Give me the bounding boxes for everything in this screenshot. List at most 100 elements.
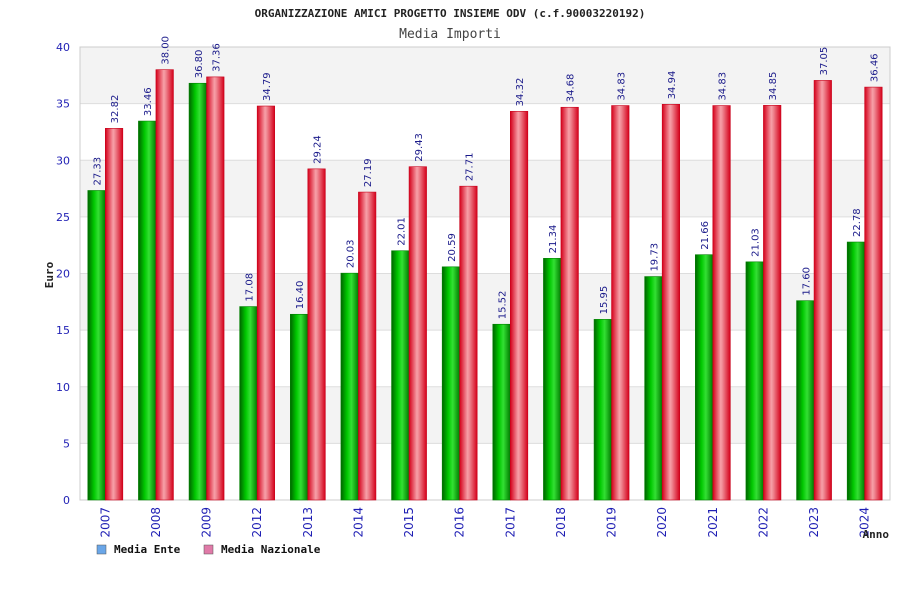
bar-media-nazionale (510, 111, 529, 501)
bar-media-ente (543, 258, 562, 501)
bar-media-ente (745, 261, 764, 501)
value-label-media-ente: 15.95 (599, 286, 610, 315)
x-tick-label: 2009 (200, 507, 214, 538)
bar-media-nazionale (206, 76, 225, 501)
x-tick-label: 2016 (453, 507, 467, 538)
value-label-media-nazionale: 34.94 (667, 71, 678, 100)
plot-frame (79, 46, 891, 501)
x-tick-label: 2019 (605, 507, 619, 538)
value-label-media-ente: 21.66 (700, 221, 711, 250)
bar-media-nazionale (155, 69, 174, 501)
bar-media-nazionale (864, 86, 883, 501)
value-label-media-ente: 17.08 (244, 273, 255, 302)
x-tick-label: 2018 (554, 507, 568, 538)
bar-media-nazionale (105, 128, 124, 501)
bar-media-ente (441, 266, 460, 501)
bar-media-nazionale (459, 185, 478, 501)
bar-media-ente (644, 276, 663, 501)
value-label-media-ente: 21.34 (548, 225, 559, 254)
bar-media-nazionale (813, 80, 832, 501)
bar-media-ente (796, 300, 815, 501)
value-label-media-nazionale: 34.85 (768, 72, 779, 101)
bar-media-ente (593, 319, 612, 501)
value-label-media-ente: 21.03 (751, 228, 762, 257)
x-tick-label: 2014 (351, 507, 365, 538)
value-label-media-nazionale: 38.00 (161, 36, 172, 65)
bar-media-ente (695, 254, 714, 501)
value-label-media-nazionale: 27.71 (464, 153, 475, 182)
x-tick-label: 2013 (301, 507, 315, 538)
x-tick-label: 2020 (655, 507, 669, 538)
legend-swatch-media-nazionale (203, 544, 214, 555)
x-tick-label: 2008 (149, 507, 163, 538)
value-label-media-nazionale: 36.46 (869, 53, 880, 82)
plot-area: 0 5 10 15 20 25 30 35 40 27.33 32.82 2007 33.46 38.00… (56, 36, 891, 538)
value-label-media-nazionale: 32.82 (110, 95, 121, 124)
y-tick-label: 5 (63, 437, 70, 450)
bar-media-nazionale (358, 191, 377, 501)
value-label-media-nazionale: 34.83 (616, 72, 627, 101)
x-tick-label: 2012 (250, 507, 264, 538)
y-tick-label: 0 (63, 494, 70, 507)
bar-media-nazionale (560, 106, 579, 501)
y-tick-label: 15 (56, 324, 70, 337)
value-label-media-nazionale: 37.36 (211, 43, 222, 72)
value-label-media-ente: 22.01 (396, 217, 407, 246)
value-label-media-nazionale: 34.79 (262, 72, 273, 101)
value-label-media-ente: 36.80 (194, 50, 205, 79)
bar-media-nazionale (307, 168, 326, 501)
bar-media-ente (846, 241, 865, 501)
value-label-media-ente: 16.40 (295, 281, 306, 310)
legend-label-media-nazionale: Media Nazionale (221, 543, 321, 556)
value-label-media-nazionale: 34.32 (515, 78, 526, 107)
value-label-media-nazionale: 34.68 (566, 74, 577, 103)
x-tick-label: 2007 (98, 507, 112, 538)
bar-media-nazionale (408, 166, 427, 501)
value-label-media-ente: 15.52 (498, 291, 509, 320)
bar-media-nazionale (712, 105, 731, 501)
legend-swatch-media-ente (96, 544, 107, 555)
value-label-media-nazionale: 37.05 (819, 47, 830, 76)
bar-media-nazionale (661, 104, 680, 501)
y-tick-label: 35 (56, 98, 70, 111)
bar-media-nazionale (763, 105, 782, 501)
x-tick-label: 2015 (402, 507, 416, 538)
x-tick-label: 2022 (756, 507, 770, 538)
value-label-media-ente: 33.46 (143, 87, 154, 116)
bar-media-ente (391, 250, 410, 501)
value-label-media-nazionale: 29.43 (414, 133, 425, 162)
y-tick-label: 30 (56, 154, 70, 167)
value-label-media-nazionale: 34.83 (718, 72, 729, 101)
chart-title: ORGANIZZAZIONE AMICI PROGETTO INSIEME OD… (255, 7, 646, 20)
value-label-media-ente: 20.03 (346, 240, 357, 269)
chart-subtitle: Media Importi (399, 27, 501, 42)
legend: Media Ente Media Nazionale (96, 543, 321, 556)
value-label-media-ente: 27.33 (93, 157, 104, 186)
legend-label-media-ente: Media Ente (114, 543, 181, 556)
value-label-media-ente: 19.73 (649, 243, 660, 272)
bar-media-ente (239, 306, 258, 501)
y-tick-label: 10 (56, 381, 70, 394)
bar-media-ente (290, 313, 309, 501)
value-label-media-ente: 20.59 (447, 233, 458, 262)
value-label-media-nazionale: 29.24 (313, 135, 324, 164)
x-tick-label: 2024 (858, 507, 872, 538)
bar-media-nazionale (256, 105, 275, 501)
value-label-media-ente: 17.60 (801, 267, 812, 296)
bar-media-ente (87, 190, 106, 501)
bar-media-ente (340, 272, 359, 501)
bar-media-nazionale (611, 105, 630, 501)
x-tick-label: 2021 (706, 507, 720, 538)
y-tick-label: 40 (56, 41, 70, 54)
x-tick-label: 2017 (503, 507, 517, 538)
y-tick-label: 20 (56, 268, 70, 281)
y-axis-title: Euro (43, 261, 56, 288)
x-tick-label: 2023 (807, 507, 821, 538)
value-label-media-nazionale: 27.19 (363, 158, 374, 187)
x-axis-title: Anno (863, 528, 890, 541)
y-tick-label: 25 (56, 211, 70, 224)
bar-media-ente (188, 82, 207, 501)
bar-media-ente (492, 323, 511, 501)
bar-media-ente (138, 120, 157, 501)
